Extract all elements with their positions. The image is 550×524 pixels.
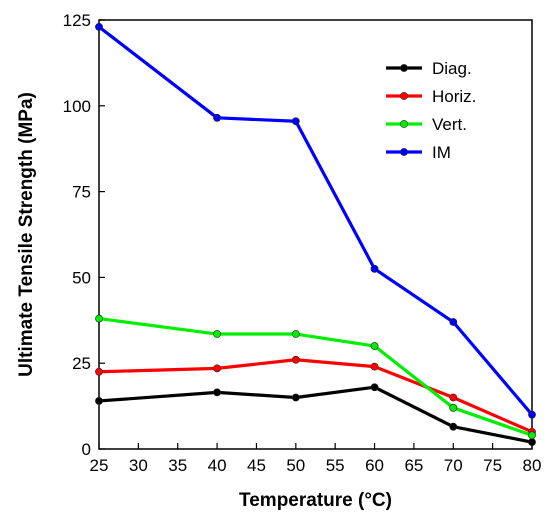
data-point-im — [449, 318, 458, 326]
x-tick-label: 40 — [208, 456, 227, 475]
y-axis-title: Ultimate Tensile Strength (MPa) — [16, 92, 37, 377]
x-tick-label: 55 — [326, 456, 345, 475]
legend-marker-diag — [400, 64, 408, 72]
y-tick-label: 50 — [72, 268, 91, 287]
x-tick-label: 25 — [90, 456, 109, 475]
x-tick-label: 65 — [404, 456, 423, 475]
data-point-im — [528, 410, 536, 419]
data-point-diag — [449, 422, 458, 431]
x-axis-title: Temperature (°C) — [239, 490, 392, 511]
x-tick-label: 35 — [168, 456, 187, 475]
data-point-vert — [449, 403, 458, 412]
data-point-horiz — [291, 355, 300, 364]
data-point-vert — [291, 330, 300, 338]
data-point-diag — [528, 438, 536, 447]
y-tick-label: 100 — [63, 97, 91, 116]
x-tick-label: 60 — [365, 456, 384, 475]
x-tick-label: 70 — [444, 456, 463, 475]
legend-label-diag: Diag. — [432, 59, 472, 78]
data-point-diag — [95, 397, 103, 405]
y-tick-label: 75 — [72, 183, 91, 202]
legend-marker-im — [400, 148, 408, 156]
data-point-im — [95, 22, 103, 31]
y-tick-label: 125 — [63, 11, 91, 30]
data-point-im — [213, 113, 221, 122]
legend: Diag. Horiz. Vert. IM — [386, 59, 476, 162]
data-point-horiz — [370, 362, 379, 371]
data-point-diag — [291, 393, 300, 402]
data-point-im — [291, 117, 300, 126]
data-point-vert — [528, 431, 536, 440]
legend-label-horiz: Horiz. — [432, 87, 476, 106]
x-tick-label: 30 — [129, 456, 148, 475]
series — [95, 22, 536, 447]
legend-label-im: IM — [432, 143, 451, 162]
series-line-diag — [98, 385, 533, 444]
data-point-vert — [213, 330, 221, 338]
plot-frame — [98, 19, 533, 450]
x-tick-label: 75 — [483, 456, 502, 475]
series-line-im — [98, 25, 534, 416]
series-line-horiz — [98, 358, 533, 434]
series-line-vert — [98, 316, 533, 437]
y-tick-label: 0 — [82, 440, 91, 459]
legend-marker-horiz — [400, 92, 408, 100]
data-point-im — [370, 264, 379, 273]
legend-marker-vert — [400, 120, 408, 128]
x-tick-label: 45 — [247, 456, 266, 475]
data-point-vert — [370, 342, 379, 350]
data-point-vert — [95, 314, 103, 323]
data-point-horiz — [213, 364, 221, 373]
x-tick-label: 80 — [523, 456, 542, 475]
legend-label-vert: Vert. — [432, 115, 467, 134]
x-tick-label: 50 — [286, 456, 305, 475]
data-point-diag — [213, 388, 221, 397]
data-point-diag — [370, 383, 379, 392]
axes — [98, 19, 533, 450]
data-point-horiz — [95, 367, 103, 376]
y-tick-label: 25 — [72, 354, 91, 373]
data-point-horiz — [449, 393, 458, 402]
